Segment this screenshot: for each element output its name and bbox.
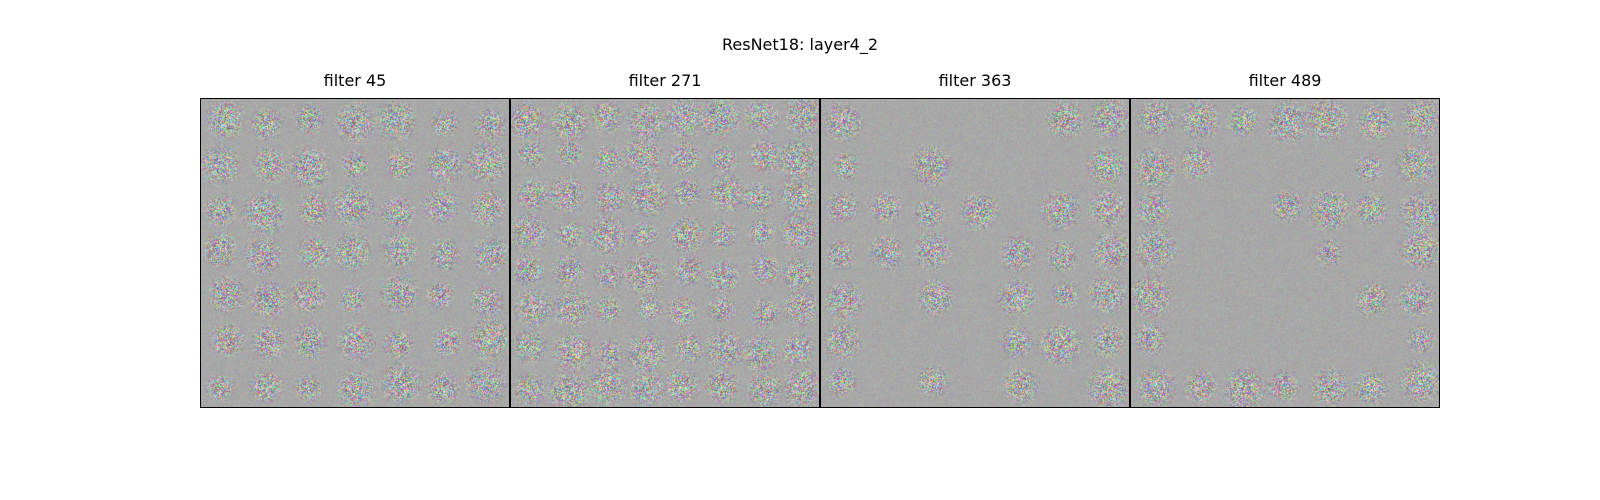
panel-title: filter 363 <box>938 71 1012 90</box>
panel-title: filter 45 <box>323 71 387 90</box>
filter-visualization-image <box>820 98 1130 408</box>
filter-canvas <box>1131 99 1439 407</box>
filter-canvas <box>511 99 819 407</box>
figure-title: ResNet18: layer4_2 <box>722 35 878 54</box>
panel-title: filter 489 <box>1248 71 1322 90</box>
panel-filter-489: filter 489 <box>1130 71 1440 408</box>
filter-canvas <box>821 99 1129 407</box>
panel-filter-45: filter 45 <box>200 71 510 408</box>
filter-visualization-image <box>510 98 820 408</box>
filter-canvas <box>201 99 509 407</box>
filter-visualization-image <box>1130 98 1440 408</box>
filter-visualization-image <box>200 98 510 408</box>
panel-filter-363: filter 363 <box>820 71 1130 408</box>
panel-title: filter 271 <box>628 71 702 90</box>
panel-filter-271: filter 271 <box>510 71 820 408</box>
